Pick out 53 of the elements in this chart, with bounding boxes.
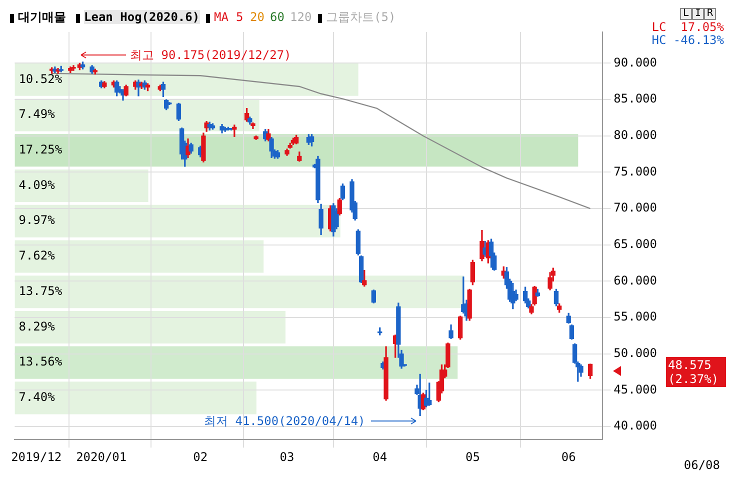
data-label: 9.97% (18, 213, 56, 228)
x-tick-label: 05 (465, 450, 480, 464)
data-label: 13.56% (18, 354, 63, 369)
data-label: 4.09% (18, 178, 56, 192)
data-label: 10.52% (18, 72, 63, 86)
text: 06/08 (684, 458, 720, 472)
text: MA (214, 10, 228, 24)
x-tick-label: 2019/12 (11, 450, 62, 464)
x-tick-label: 2020/01 (76, 450, 127, 464)
x-tick-label: 03 (280, 450, 294, 464)
y-tick-label: 90.000 (614, 55, 658, 70)
data-label: 17.25% (18, 142, 63, 157)
data-label: 8.29% (18, 319, 56, 334)
x-tick-label: 02 (193, 450, 208, 464)
text: 48.575 (2.37%) (666, 357, 726, 387)
text: R (704, 8, 716, 20)
y-tick-label: 45.000 (614, 382, 658, 396)
bar (14, 204, 340, 238)
text: LC 17.05% (652, 20, 724, 34)
data-label: 7.40% (18, 390, 56, 404)
bar (14, 276, 464, 308)
y-tick-label: 85.000 (614, 92, 658, 106)
bar (14, 310, 286, 344)
bar (14, 98, 260, 132)
y-tick-label: 50.000 (614, 346, 658, 360)
chart-title: 대기매물 (18, 10, 66, 24)
x-tick-label: 04 (372, 450, 388, 464)
y-tick-label: 65.000 (614, 237, 658, 252)
y-tick-label: 70.000 (614, 200, 658, 215)
data-label: 7.49% (18, 107, 56, 122)
annotation: 최저 41.500(2020/04/14) (204, 414, 366, 428)
y-tick-label: 60.000 (614, 273, 658, 288)
y-tick-label: 75.000 (614, 164, 658, 178)
y-tick-label: 55.000 (614, 310, 658, 324)
text: L (680, 8, 692, 20)
text: I (692, 8, 704, 20)
y-tick-label: 40.000 (614, 418, 658, 433)
text: 120 (290, 10, 312, 24)
bar (14, 382, 256, 414)
data-label: 7.62% (18, 248, 56, 263)
bar (14, 240, 264, 273)
data-label: 13.75% (18, 284, 63, 298)
text: 5 (236, 10, 244, 24)
text: 그룹차트(5) (326, 10, 396, 24)
bar (14, 169, 148, 202)
bar (14, 63, 358, 96)
annotation: 최고 90.175(2019/12/27) (130, 48, 292, 62)
y-tick-label: 80.000 (614, 128, 658, 142)
chart-title: Lean Hog(2020.6) (84, 10, 200, 24)
text: HC -46.13% (652, 33, 724, 47)
x-tick-label: 06 (561, 450, 576, 464)
text: 20 (250, 10, 264, 24)
text: 60 (270, 10, 284, 24)
